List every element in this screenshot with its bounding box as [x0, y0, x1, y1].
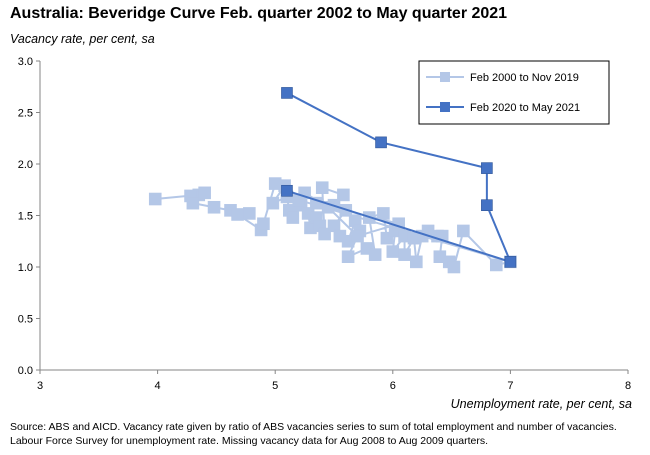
source-line-1: Source: ABS and AICD. Vacancy rate given…: [10, 421, 617, 433]
y-tick-label: 1.0: [18, 262, 33, 274]
y-tick-label: 1.5: [18, 211, 33, 223]
y-tick-label: 3.0: [18, 56, 33, 68]
data-point: [315, 181, 329, 194]
series-line: [286, 92, 512, 263]
data-point: [286, 211, 300, 224]
legend-box: [418, 60, 610, 125]
y-tick-label: 0.5: [18, 314, 33, 326]
y-tick-label: 0.0: [18, 365, 33, 377]
data-point: [481, 162, 493, 174]
series-covid: [281, 87, 517, 268]
data-point: [377, 207, 390, 220]
data-point: [318, 227, 331, 241]
data-point: [447, 260, 461, 274]
legend-marker: [440, 102, 450, 112]
data-point: [337, 188, 350, 202]
x-tick-label: 8: [625, 380, 631, 392]
data-point: [457, 224, 470, 238]
y-tick-label: 2.0: [18, 159, 33, 171]
source-note: Source: ABS and AICD. Vacancy rate given…: [10, 420, 642, 448]
x-tick-label: 6: [390, 380, 396, 392]
series-historical: [148, 177, 517, 274]
data-point: [281, 184, 293, 197]
legend-label: Feb 2020 to May 2021: [470, 102, 580, 114]
x-tick-label: 4: [155, 380, 161, 392]
data-point: [148, 192, 162, 206]
data-point: [368, 248, 382, 261]
y-axis-label: Vacancy rate, per cent, sa: [10, 32, 155, 46]
x-axis-label: Unemployment rate, per cent, sa: [450, 397, 632, 411]
data-point: [386, 245, 400, 258]
data-point: [186, 196, 200, 210]
data-point: [231, 208, 244, 221]
data-point: [198, 186, 211, 200]
data-point: [341, 250, 355, 263]
x-tick-label: 5: [272, 380, 278, 392]
legend-marker: [440, 72, 450, 82]
data-point: [375, 136, 387, 149]
data-point: [243, 207, 256, 220]
data-point: [398, 248, 411, 261]
data-point: [266, 196, 280, 210]
data-point: [257, 217, 270, 231]
data-point: [207, 200, 221, 214]
data-point: [481, 199, 493, 211]
axes: 0.0 0.5 1.0 1.5 2.0 2.5 3.0 3 4 5 6 7 8: [18, 56, 631, 392]
data-point: [410, 255, 423, 269]
legend: Feb 2000 to Nov 2019 Feb 2020 to May 2021: [418, 60, 610, 125]
x-tick-label: 7: [507, 380, 513, 392]
data-point: [504, 256, 517, 268]
data-point: [489, 258, 503, 272]
x-tick-label: 3: [37, 380, 43, 392]
legend-label: Feb 2000 to Nov 2019: [470, 72, 579, 84]
source-line-2: Labour Force Survey for unemployment rat…: [10, 435, 489, 447]
chart-title: Australia: Beveridge Curve Feb. quarter …: [10, 5, 508, 22]
data-point: [281, 87, 293, 99]
y-tick-label: 2.5: [18, 108, 33, 120]
data-point: [351, 229, 364, 243]
